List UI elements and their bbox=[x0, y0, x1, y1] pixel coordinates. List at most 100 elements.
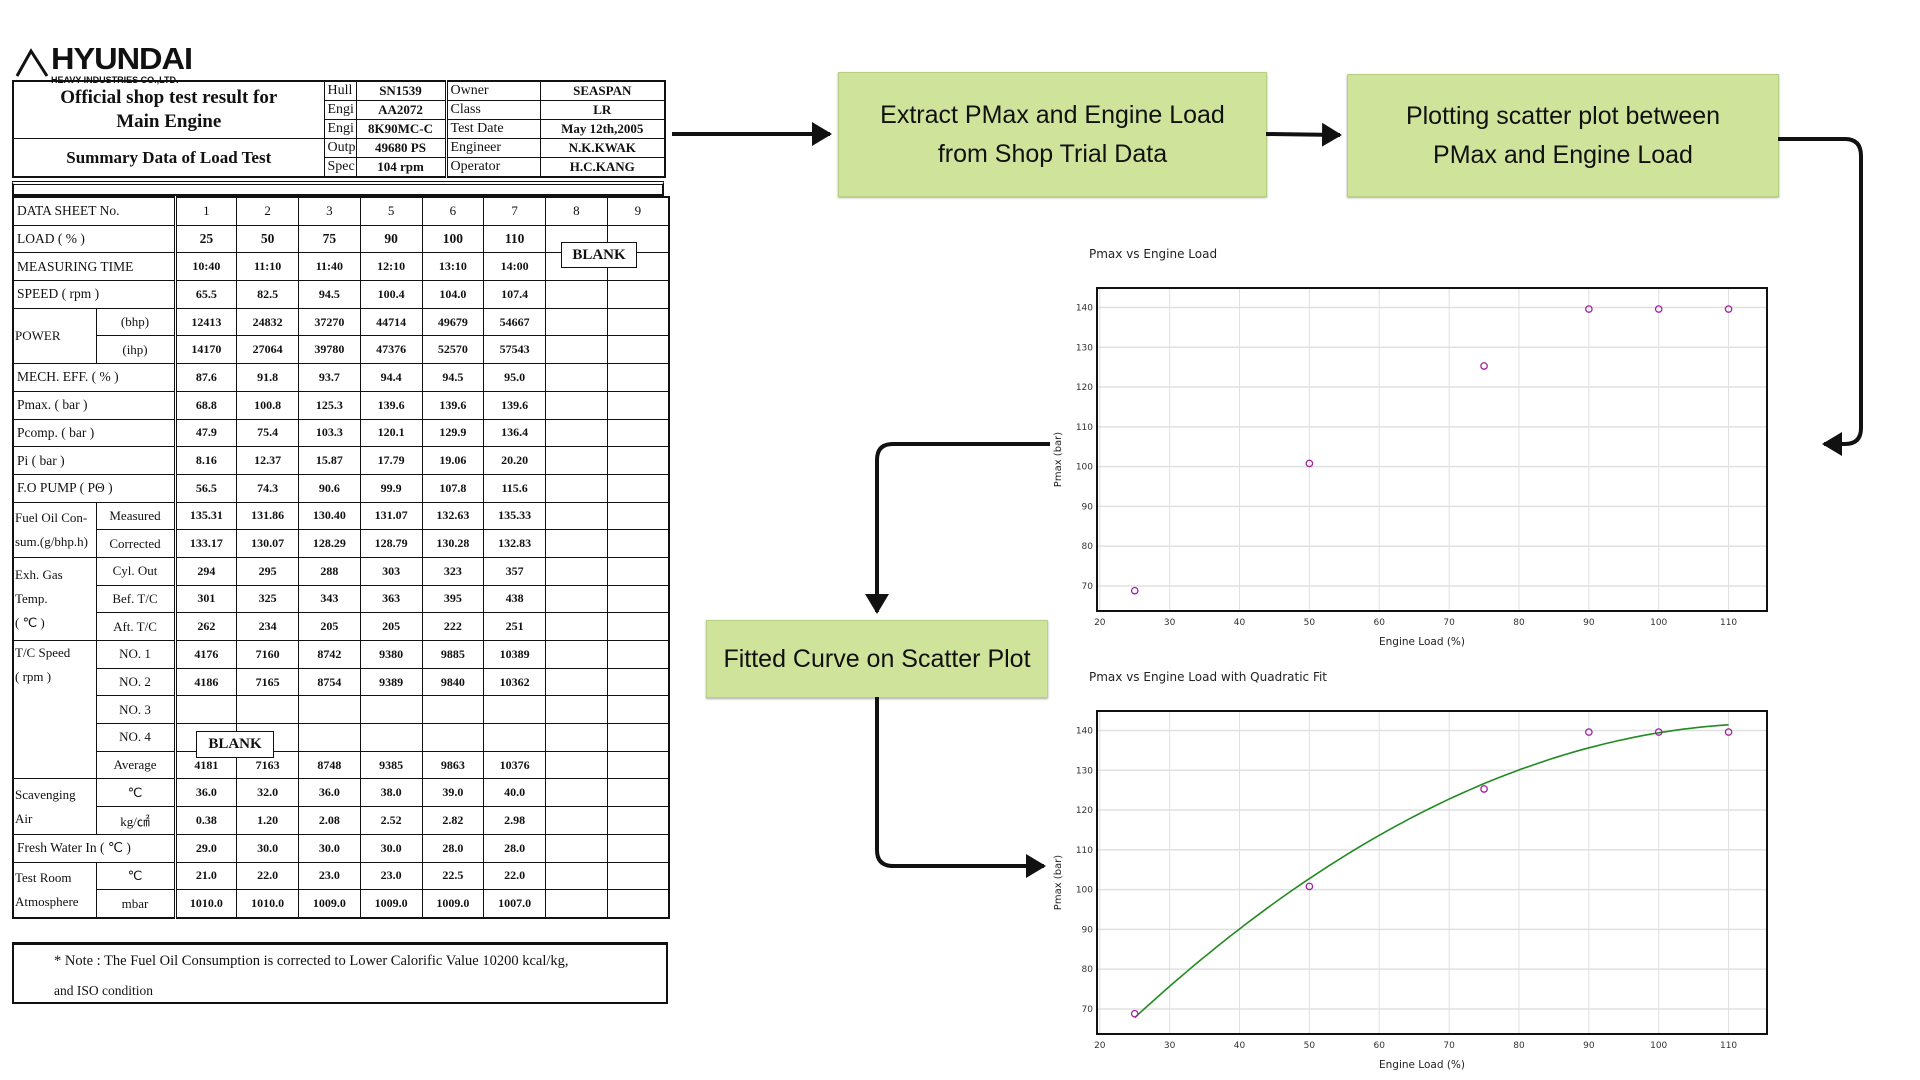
table-cell: 39.0 bbox=[421, 778, 485, 808]
row-sub-label: (ihp) bbox=[95, 335, 177, 365]
table-row: F.O PUMP ( PΘ ) 56.5 74.3 90.6 99.9 107.8 115.… bbox=[12, 473, 670, 503]
table-cell-empty bbox=[606, 501, 670, 531]
row-sub-label: (bhp) bbox=[95, 307, 177, 337]
table-cell: 8742 bbox=[298, 640, 361, 669]
y-tick-label: 80 bbox=[1082, 965, 1094, 975]
arrow-scatter-to-chart bbox=[1778, 137, 1863, 456]
arrow-fit-to-chart2 bbox=[875, 697, 1046, 878]
table-cell: 36.0 bbox=[298, 778, 361, 808]
x-tick-label: 20 bbox=[1094, 1041, 1106, 1051]
y-tick-label: 100 bbox=[1076, 463, 1093, 473]
table-cell-empty bbox=[606, 473, 670, 503]
table-cell-empty bbox=[545, 750, 608, 780]
table-cell-empty bbox=[606, 695, 670, 725]
table-cell: 125.3 bbox=[298, 390, 361, 420]
table-cell: 7165 bbox=[236, 667, 299, 697]
row-label: Pi ( bar ) bbox=[12, 446, 177, 475]
plot-frame bbox=[1096, 287, 1768, 612]
table-row: (ihp) 14170 27064 39780 47376 52570 57543 bbox=[13, 335, 670, 365]
table-cell: 22.0 bbox=[236, 861, 299, 891]
table-cell-empty bbox=[606, 778, 670, 808]
step1-line2: from Shop Trial Data bbox=[937, 139, 1168, 168]
table-cell: 50 bbox=[236, 224, 299, 254]
table-cell: 4186 bbox=[174, 667, 238, 697]
table-row: Test Room Atmosphere ℃ 21.0 22.0 23.0 23.0 22.… bbox=[12, 861, 670, 919]
table-cell: 10362 bbox=[483, 667, 546, 697]
table-cell-empty bbox=[606, 667, 670, 697]
sheet-number: 2 bbox=[236, 196, 299, 226]
table-cell bbox=[483, 723, 546, 752]
table-cell: 12.37 bbox=[236, 446, 299, 475]
row-sub-label: Corrected bbox=[95, 529, 177, 558]
table-row: MEASURING TIME 10:40 11:10 11:40 12:10 13:10 1… bbox=[12, 252, 670, 282]
row-sub-label: ℃ bbox=[95, 778, 177, 808]
table-cell: 295 bbox=[236, 556, 299, 586]
x-tick-label: 50 bbox=[1304, 618, 1316, 628]
table-row: Exh. Gas Temp. ( ℃ ) Cyl. Out 294 295 288 303… bbox=[12, 556, 670, 642]
table-cell: 22.0 bbox=[483, 861, 546, 891]
table-cell-empty bbox=[606, 612, 670, 641]
row-label: F.O PUMP ( PΘ ) bbox=[12, 473, 177, 503]
logo-brand: HYUNDAI bbox=[51, 41, 193, 76]
table-row: kg/㎠ 0.38 1.20 2.08 2.52 2.82 2.98 bbox=[13, 806, 670, 835]
table-cell: 49679 bbox=[421, 307, 485, 337]
table-cell: 4176 bbox=[174, 640, 238, 669]
table-cell: 30.0 bbox=[359, 833, 423, 863]
table-cell: 74.3 bbox=[236, 473, 299, 503]
chart1-title: Pmax vs Engine Load bbox=[1089, 247, 1218, 261]
table-cell: 29.0 bbox=[174, 833, 238, 863]
info-value: 104 rpm bbox=[355, 157, 447, 178]
table-row: POWER (bhp) 12413 24832 37270 44714 49679 54667 bbox=[12, 307, 670, 365]
y-tick-label: 110 bbox=[1076, 423, 1093, 433]
table-cell-empty bbox=[545, 584, 608, 614]
blank-stamp-columns: BLANK bbox=[561, 242, 637, 268]
x-tick-label: 50 bbox=[1304, 1041, 1316, 1051]
table-cell: 107.4 bbox=[483, 280, 546, 309]
table-cell: 130.07 bbox=[236, 529, 299, 558]
table-cell: 1010.0 bbox=[236, 889, 299, 919]
info-value: SEASPAN bbox=[539, 80, 666, 101]
table-row: Bef. T/C 301 325 343 363 395 438 bbox=[13, 584, 670, 614]
table-row: Fuel Oil Con- sum.(g/bhp.h) Measured 135.3… bbox=[12, 501, 670, 558]
table-cell: 294 bbox=[174, 556, 238, 586]
table-cell: 1007.0 bbox=[483, 889, 546, 919]
row-group-label: T/C Speed ( rpm ) bbox=[12, 639, 97, 780]
row-group-label: POWER bbox=[12, 307, 97, 365]
x-tick-label: 60 bbox=[1374, 1041, 1386, 1051]
x-axis-label: Engine Load (%) bbox=[1379, 636, 1465, 648]
y-tick-label: 120 bbox=[1076, 383, 1093, 393]
x-tick-label: 90 bbox=[1583, 1041, 1595, 1051]
table-cell: 38.0 bbox=[359, 778, 423, 808]
info-label: Owner bbox=[444, 80, 541, 101]
x-tick-label: 30 bbox=[1164, 618, 1176, 628]
table-cell: 325 bbox=[236, 584, 299, 614]
y-tick-label: 80 bbox=[1082, 542, 1094, 552]
row-group-label: Test Room Atmosphere bbox=[12, 861, 97, 919]
x-tick-label: 20 bbox=[1094, 618, 1106, 628]
table-cell-empty bbox=[545, 889, 608, 919]
y-tick-label: 140 bbox=[1076, 726, 1093, 736]
header-divider bbox=[12, 181, 664, 196]
logo-triangle-icon bbox=[15, 48, 49, 77]
table-note: * Note : The Fuel Oil Consumption is cor… bbox=[12, 942, 668, 1004]
table-cell-empty bbox=[606, 889, 670, 919]
row-sub-label: mbar bbox=[95, 889, 177, 919]
x-axis-label: Engine Load (%) bbox=[1379, 1059, 1465, 1071]
table-row: Scavenging Air ℃ 36.0 32.0 36.0 38.0 39.0 40.0 bbox=[12, 778, 670, 835]
info-label: Spec bbox=[323, 157, 357, 178]
table-cell-empty bbox=[545, 390, 608, 420]
x-tick-label: 90 bbox=[1583, 618, 1595, 628]
title-line-1: Official shop test result for bbox=[60, 87, 278, 108]
table-row: T/C Speed ( rpm ) NO. 1 4176 7160 8742 9380 98… bbox=[12, 639, 670, 780]
y-tick-label: 90 bbox=[1082, 502, 1094, 512]
table-cell: 10389 bbox=[483, 640, 546, 669]
info-value: SN1539 bbox=[355, 80, 447, 101]
table-cell: 288 bbox=[298, 556, 361, 586]
y-tick-label: 70 bbox=[1082, 1005, 1094, 1015]
table-row: Fresh Water In ( ℃ ) 29.0 30.0 30.0 30.0 28.0… bbox=[12, 833, 670, 863]
info-value: N.K.KWAK bbox=[539, 138, 666, 158]
y-axis-label: Pmax (bar) bbox=[1053, 432, 1064, 487]
table-cell: 9863 bbox=[421, 750, 485, 780]
table-cell: 20.20 bbox=[483, 446, 546, 475]
data-point bbox=[1305, 459, 1314, 468]
